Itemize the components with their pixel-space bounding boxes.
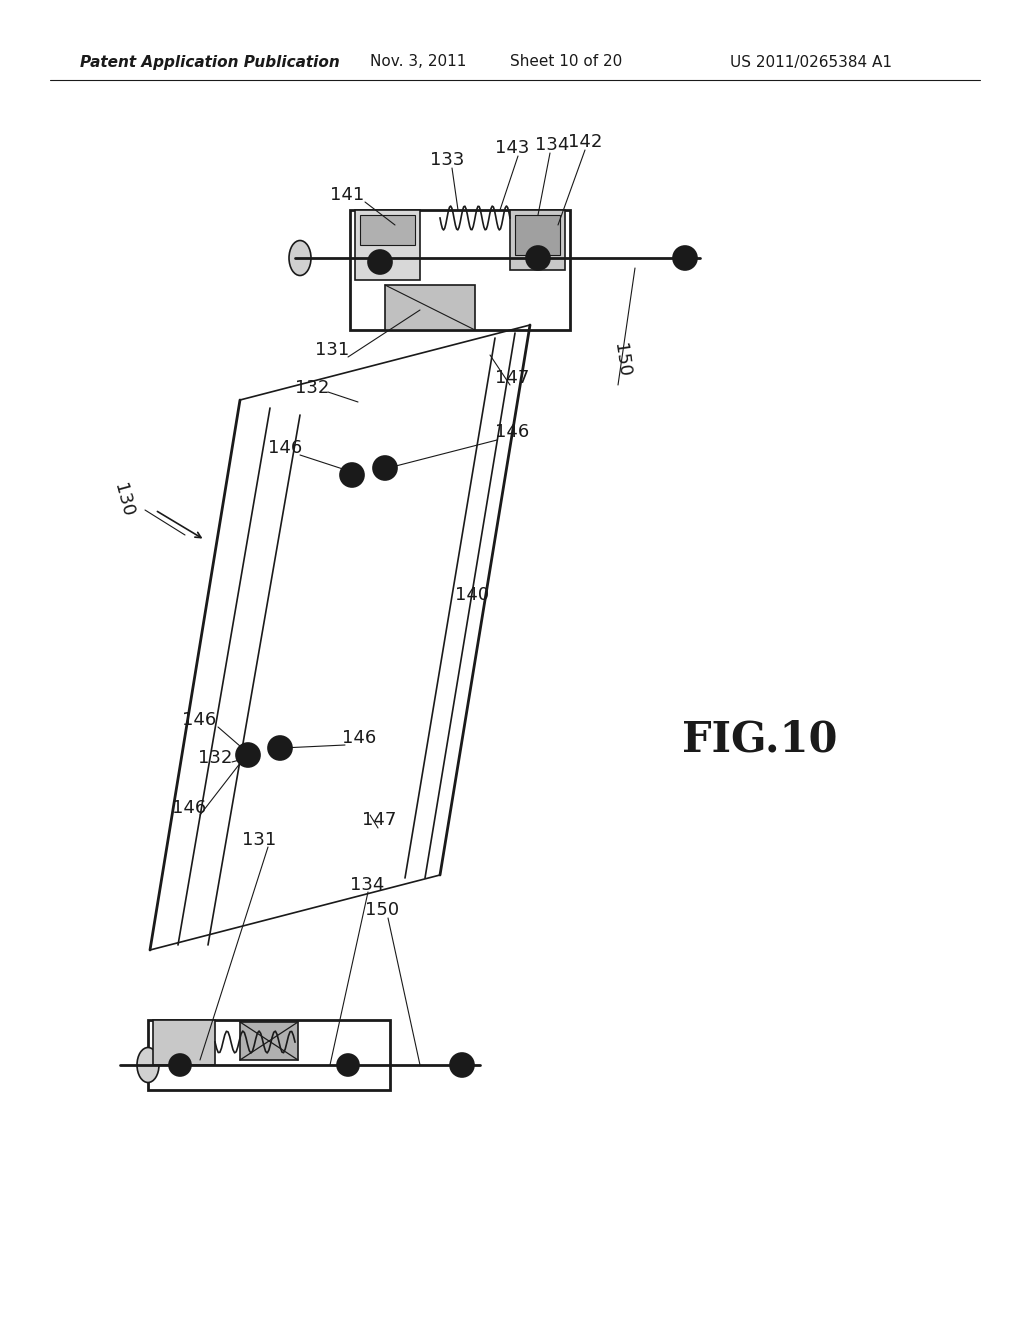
Text: 150: 150: [365, 902, 399, 919]
Ellipse shape: [137, 1048, 159, 1082]
Text: 132: 132: [295, 379, 330, 397]
Text: Patent Application Publication: Patent Application Publication: [80, 54, 340, 70]
Polygon shape: [355, 210, 420, 280]
Text: 134: 134: [535, 136, 569, 154]
Text: 150: 150: [610, 342, 633, 378]
Polygon shape: [385, 285, 475, 330]
Polygon shape: [360, 215, 415, 246]
Text: 147: 147: [362, 810, 396, 829]
Circle shape: [169, 1053, 191, 1076]
Text: US 2011/0265384 A1: US 2011/0265384 A1: [730, 54, 892, 70]
Ellipse shape: [289, 240, 311, 276]
Polygon shape: [510, 210, 565, 271]
Text: 140: 140: [455, 586, 489, 605]
Text: 146: 146: [268, 440, 302, 457]
Text: 147: 147: [495, 370, 529, 387]
Circle shape: [373, 455, 397, 480]
Text: Nov. 3, 2011: Nov. 3, 2011: [370, 54, 466, 70]
Circle shape: [236, 743, 260, 767]
Circle shape: [268, 737, 292, 760]
Text: 131: 131: [315, 341, 349, 359]
Polygon shape: [515, 215, 560, 255]
Circle shape: [526, 246, 550, 271]
Text: 146: 146: [495, 422, 529, 441]
Text: 143: 143: [495, 139, 529, 157]
Circle shape: [450, 1053, 474, 1077]
Text: 133: 133: [430, 150, 464, 169]
Text: 132: 132: [198, 748, 232, 767]
Circle shape: [673, 246, 697, 271]
Text: 142: 142: [568, 133, 602, 150]
Text: FIG.10: FIG.10: [682, 719, 838, 762]
Text: Sheet 10 of 20: Sheet 10 of 20: [510, 54, 623, 70]
Polygon shape: [240, 1022, 298, 1060]
Text: 134: 134: [350, 876, 384, 894]
Circle shape: [368, 249, 392, 275]
Text: 146: 146: [182, 711, 216, 729]
Circle shape: [340, 463, 364, 487]
Text: 146: 146: [172, 799, 206, 817]
Text: 141: 141: [330, 186, 365, 205]
Polygon shape: [153, 1020, 215, 1065]
Circle shape: [337, 1053, 359, 1076]
Text: 146: 146: [342, 729, 376, 747]
Text: 130: 130: [110, 482, 136, 519]
Text: 131: 131: [242, 832, 276, 849]
